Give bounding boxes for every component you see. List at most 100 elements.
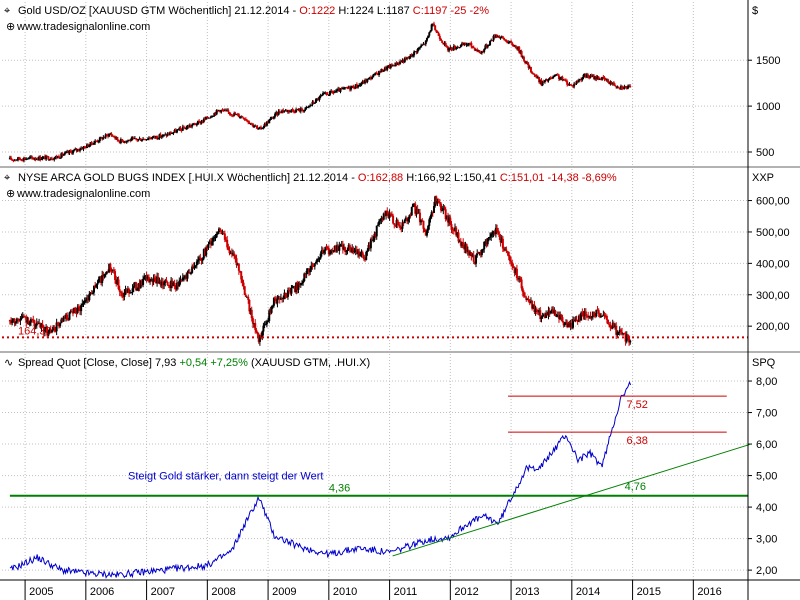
candle-body <box>215 109 218 115</box>
candle-body <box>480 249 483 256</box>
candle-body <box>132 137 135 139</box>
candle-body <box>575 319 578 322</box>
candle-body <box>145 275 148 280</box>
candle-body <box>96 140 99 142</box>
candle-body <box>536 310 539 313</box>
candle-body <box>140 140 143 142</box>
candle-body <box>503 248 506 251</box>
candle-body <box>136 139 139 141</box>
candle-body <box>192 266 195 269</box>
candle-body <box>366 250 369 253</box>
candle-body <box>555 74 558 76</box>
candle-body <box>81 148 84 150</box>
candle-body <box>232 115 235 117</box>
candle-body <box>313 263 316 267</box>
candle-body <box>112 135 115 138</box>
candle-body <box>470 252 473 257</box>
candle-body <box>188 125 191 128</box>
candle-body <box>472 254 475 262</box>
candle-body <box>12 318 15 321</box>
candle-body <box>24 157 27 160</box>
candle-body <box>378 71 381 76</box>
candle-body <box>450 224 453 230</box>
candle-body <box>105 134 108 136</box>
candle-body <box>345 251 348 253</box>
candle-body <box>559 314 562 319</box>
candle-body <box>182 126 185 129</box>
candle-body <box>143 138 146 140</box>
candle-body <box>219 228 222 231</box>
candle-body <box>305 106 308 108</box>
candle-body <box>455 227 458 236</box>
candle-body <box>367 245 370 251</box>
candle-body <box>339 88 342 92</box>
candle-body <box>149 280 152 282</box>
candle-body <box>262 126 265 129</box>
candle-body <box>372 74 375 78</box>
candle-body <box>411 204 414 208</box>
candle-body <box>593 75 596 80</box>
candle-body <box>57 156 60 159</box>
candle-body <box>395 220 398 225</box>
candle-body <box>290 109 293 111</box>
candle-body <box>186 126 189 128</box>
candle-body <box>320 94 323 96</box>
candle-body <box>264 324 267 326</box>
candle-body <box>360 252 363 255</box>
candle-body <box>309 269 312 273</box>
candle-body <box>543 314 546 318</box>
candle-body <box>214 237 217 239</box>
candle-body <box>192 123 195 126</box>
candle-body <box>499 236 502 243</box>
candle-body <box>597 310 600 314</box>
candle-body <box>8 319 11 322</box>
candle-body <box>48 329 51 332</box>
candle-body <box>147 138 150 140</box>
candle-body <box>236 114 239 116</box>
candle-body <box>469 42 472 44</box>
candle-body <box>170 280 173 288</box>
candle-body <box>379 71 382 73</box>
candle-body <box>253 323 256 325</box>
candle-body <box>21 160 24 162</box>
candle-body <box>125 289 128 293</box>
candle-body <box>91 143 94 145</box>
candle-body <box>407 218 410 222</box>
candle-body <box>520 51 523 58</box>
candle-body <box>264 123 267 126</box>
candle-body <box>388 65 391 69</box>
candle-body <box>518 47 521 53</box>
candle-body <box>429 30 432 33</box>
candle-body <box>589 315 592 317</box>
candle-body <box>226 239 229 248</box>
candle-body <box>484 45 487 50</box>
candle-body <box>208 241 211 245</box>
candle-body <box>471 254 474 257</box>
candle-body <box>167 133 170 135</box>
candle-body <box>373 234 376 241</box>
candle-body <box>362 81 365 84</box>
candle-body <box>421 44 424 46</box>
candle-body <box>403 58 406 63</box>
candle-body <box>291 109 294 111</box>
candle-body <box>520 279 523 289</box>
x-axis: 2005 2006 2007 2008 2009 2010 2011 2012 2013 2014… <box>0 579 800 600</box>
candle-body <box>8 157 11 160</box>
candle-body <box>563 79 566 81</box>
candle-body <box>608 324 611 326</box>
candle-body <box>115 279 118 285</box>
panel-header: Gold USD/OZ [XAUUSD GTM Wöchentlich] 21.… <box>18 5 489 17</box>
candle-body <box>111 135 114 137</box>
candle-body <box>535 75 538 79</box>
candle-body <box>254 125 257 127</box>
candle-body <box>62 316 65 322</box>
candle-body <box>184 276 187 278</box>
candle-body <box>436 200 439 204</box>
candle-body <box>553 76 556 78</box>
candle-body <box>211 116 214 118</box>
candle-body <box>256 331 259 335</box>
candle-body <box>439 39 442 41</box>
candle-body <box>466 44 469 46</box>
candle-body <box>533 304 536 312</box>
